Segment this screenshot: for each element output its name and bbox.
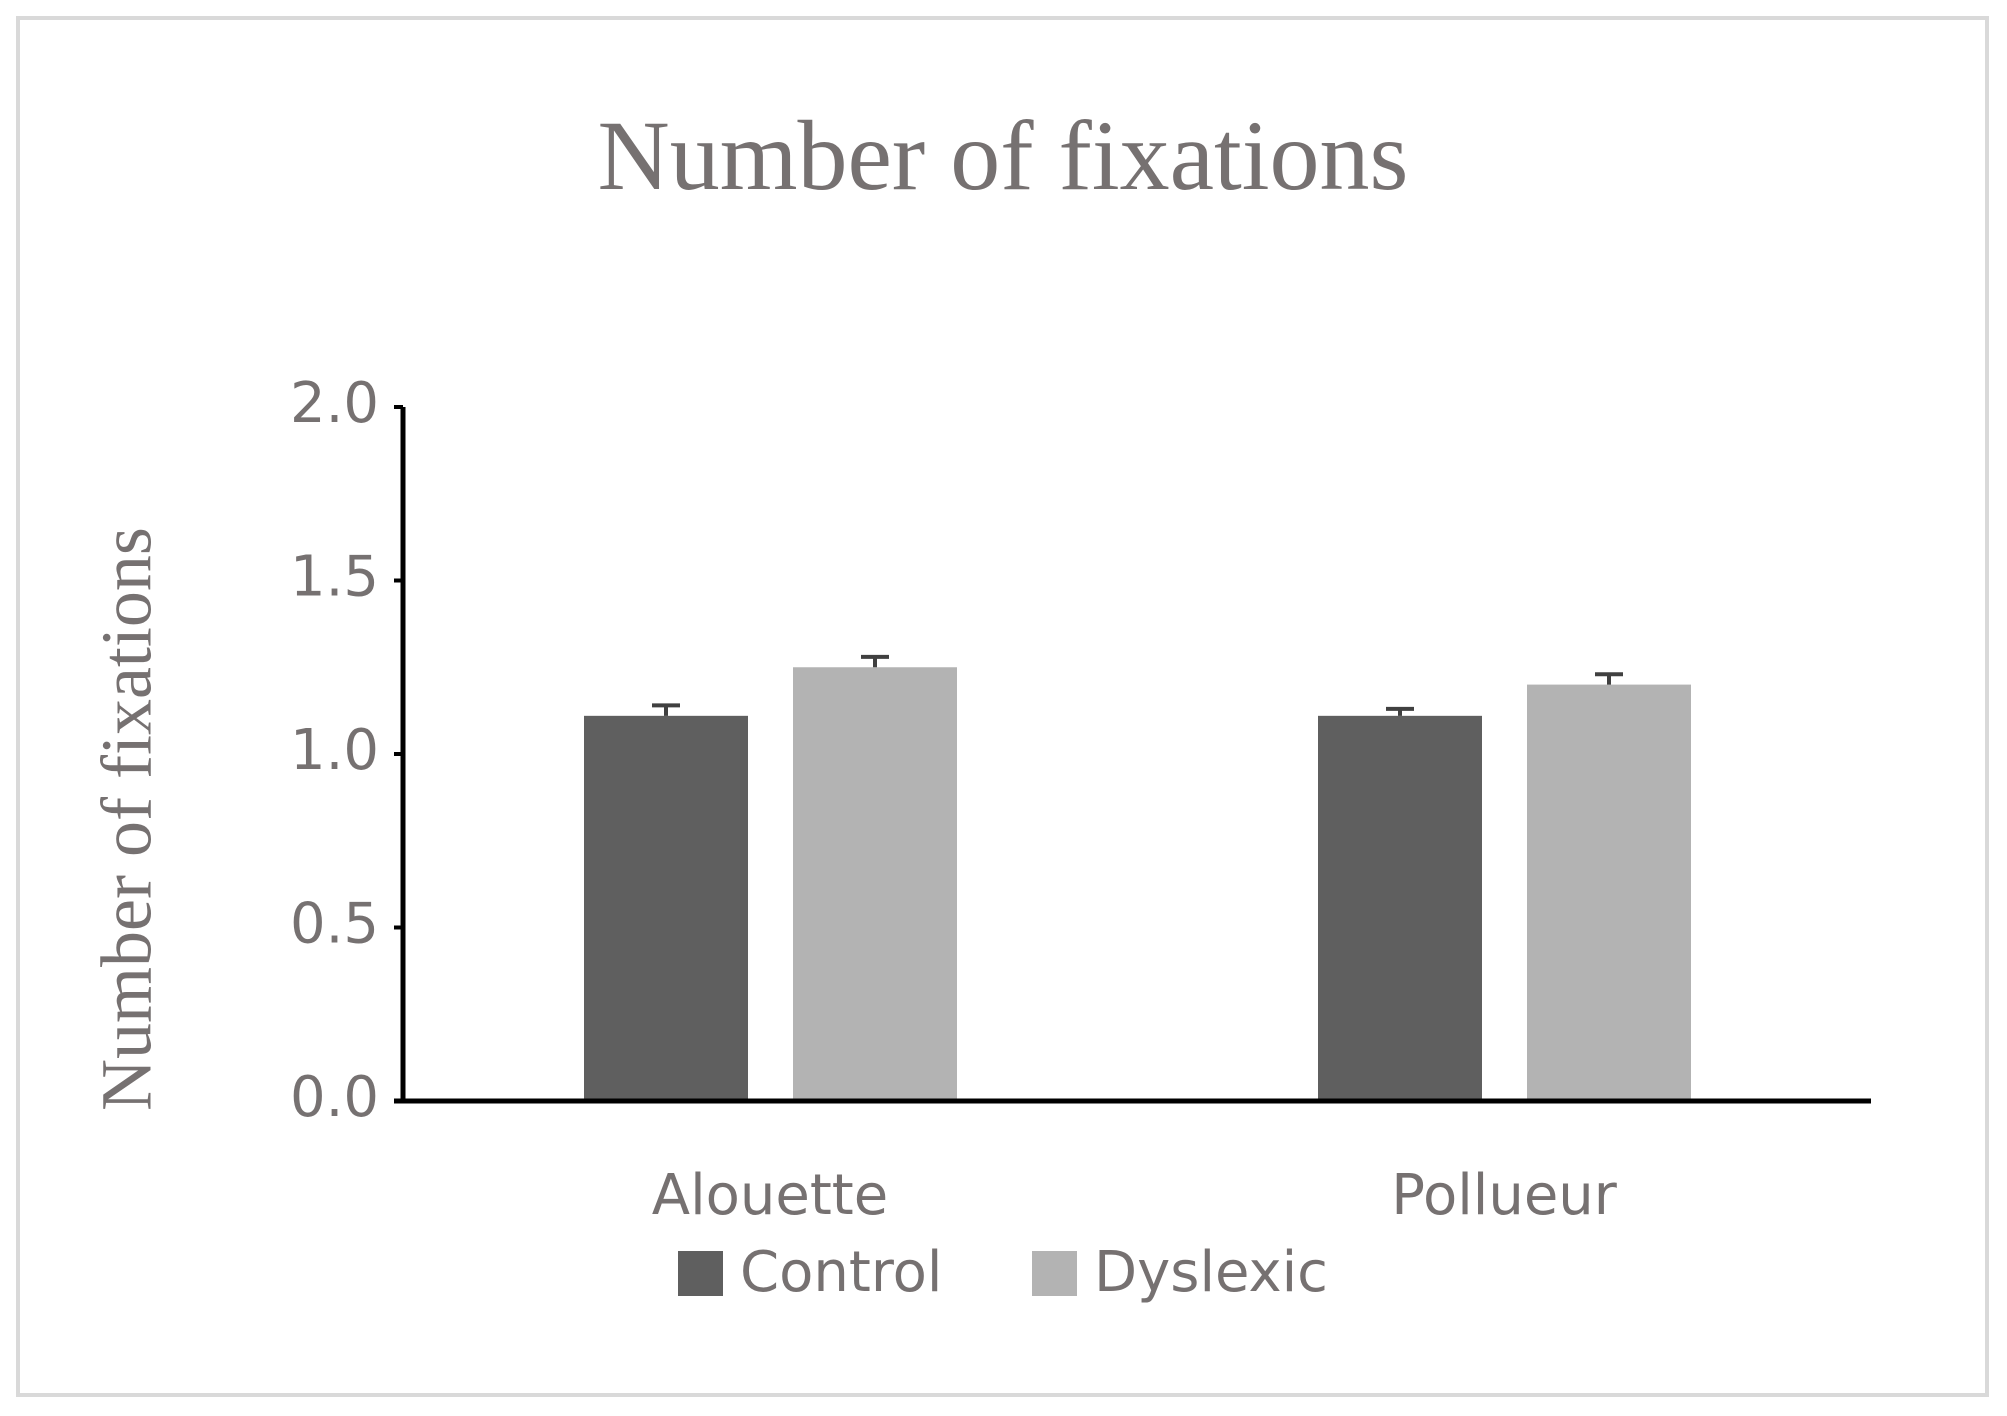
legend-label: Control xyxy=(740,1240,942,1305)
legend-label: Dyslexic xyxy=(1094,1240,1328,1305)
y-tick-label: 0.5 xyxy=(290,892,379,957)
error-bar xyxy=(1595,672,1623,685)
chart-title: Number of fixations xyxy=(598,100,1409,211)
legend-swatch xyxy=(678,1251,723,1296)
error-bar xyxy=(861,654,889,668)
bar xyxy=(584,715,748,1101)
bar xyxy=(1527,684,1691,1101)
error-bar xyxy=(652,703,680,716)
y-tick-label: 1.0 xyxy=(290,718,379,783)
chart-border xyxy=(16,16,1989,1397)
bar xyxy=(793,667,957,1101)
y-axis-label: Number of fixations xyxy=(87,527,167,1111)
y-tick-label: 1.5 xyxy=(290,545,379,610)
y-tick-label: 0.0 xyxy=(290,1065,379,1130)
error-bar xyxy=(1386,706,1414,716)
legend-swatch xyxy=(1032,1251,1077,1296)
x-tick-label: Alouette xyxy=(652,1163,888,1228)
bar xyxy=(1318,715,1482,1101)
y-tick-label: 2.0 xyxy=(290,371,379,436)
x-tick-label: Pollueur xyxy=(1391,1163,1618,1228)
